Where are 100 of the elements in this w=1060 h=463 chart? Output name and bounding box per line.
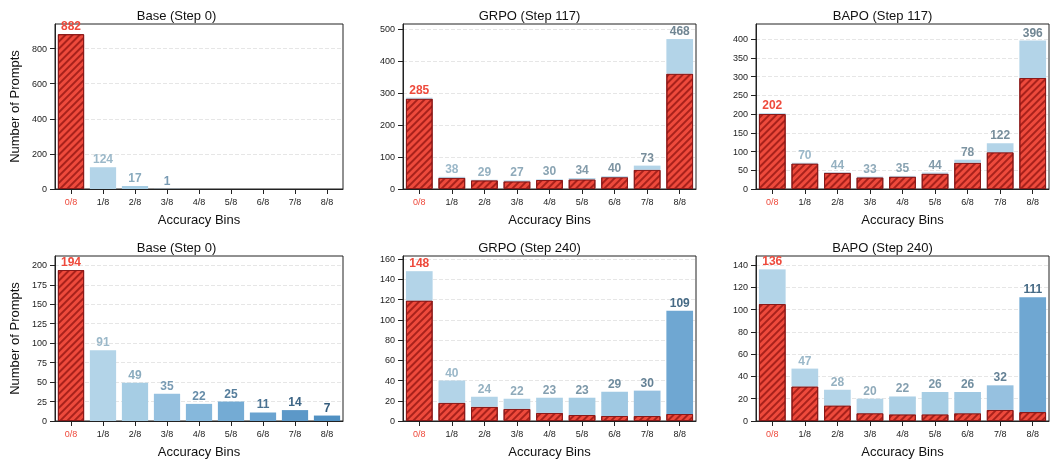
x-tick-label: 7/8 — [640, 196, 654, 207]
total-label: 40 — [607, 161, 622, 176]
y-axis-title: Number of Prompts — [7, 281, 22, 395]
total-label: 20 — [863, 383, 877, 398]
y-tick-label: 0 — [389, 184, 395, 194]
total-label: 35 — [895, 160, 910, 175]
x-tick-label: 8/8 — [673, 196, 686, 207]
bar — [503, 398, 531, 409]
y-tick-label: 400 — [31, 113, 47, 124]
x-tick-label: 6/8 — [608, 428, 621, 439]
y-tick-label: 40 — [737, 371, 748, 382]
x-tick-label: 4/8 — [543, 428, 556, 439]
y-tick-label: 60 — [737, 349, 748, 360]
y-tick-label: 500 — [379, 23, 395, 34]
total-label: 27 — [510, 165, 524, 180]
x-tick-label: 8/8 — [1026, 196, 1039, 207]
y-tick-label: 0 — [389, 416, 395, 426]
bar — [568, 397, 596, 415]
y-tick-label: 20 — [384, 395, 395, 406]
y-tick-label: 400 — [379, 55, 395, 66]
y-tick-label: 160 — [379, 254, 395, 265]
y-tick-label: 125 — [31, 318, 47, 329]
total-label: 49 — [128, 367, 142, 382]
y-tick-label: 150 — [31, 299, 47, 310]
x-tick-label: 0/8 — [413, 196, 426, 207]
chart-title: BAPO (Step 117) — [832, 8, 933, 23]
total-label: 148 — [409, 256, 430, 271]
x-tick-label: 1/8 — [798, 428, 812, 439]
y-tick-label: 0 — [742, 416, 748, 426]
x-tick-label: 7/8 — [993, 196, 1007, 207]
x-tick-label: 6/8 — [961, 196, 974, 207]
x-tick-label: 6/8 — [256, 196, 270, 207]
bar — [791, 368, 819, 387]
x-tick-label: 1/8 — [445, 428, 459, 439]
y-tick-label: 200 — [732, 109, 748, 119]
x-tick-label: 8/8 — [320, 196, 334, 207]
x-tick-label: 3/8 — [863, 428, 877, 439]
x-tick-label: 4/8 — [896, 428, 909, 439]
bar — [121, 186, 149, 189]
x-tick-label: 7/8 — [288, 428, 302, 439]
bar — [633, 390, 661, 416]
x-tick-label: 8/8 — [673, 428, 686, 439]
bar — [633, 165, 661, 170]
total-label: 29 — [607, 376, 622, 391]
total-label: 124 — [92, 152, 114, 167]
x-tick-label: 7/8 — [288, 196, 302, 207]
x-tick-label: 3/8 — [160, 196, 174, 207]
x-tick-label: 0/8 — [64, 428, 78, 439]
bar — [601, 391, 628, 416]
x-tick-label: 0/8 — [766, 428, 779, 439]
total-label: 22 — [510, 383, 524, 398]
bar — [921, 392, 949, 415]
bar — [249, 412, 277, 421]
total-label: 38 — [445, 161, 459, 176]
y-tick-label: 120 — [379, 294, 395, 305]
total-label: 285 — [409, 82, 430, 97]
y-tick-label: 100 — [31, 338, 47, 349]
x-axis-title: Accuracy Bins — [508, 212, 592, 227]
y-tick-label: 0 — [742, 184, 748, 194]
x-axis-title: Accuracy Bins — [157, 212, 241, 227]
y-tick-label: 350 — [732, 52, 748, 63]
x-tick-label: 1/8 — [445, 196, 459, 207]
total-label: 91 — [96, 335, 110, 350]
bar — [281, 410, 309, 421]
x-axis-title: Accuracy Bins — [157, 444, 241, 459]
y-tick-label: 80 — [737, 326, 748, 337]
total-label: 24 — [477, 381, 492, 396]
chart-title: GRPO (Step 240) — [478, 240, 581, 255]
x-tick-label: 3/8 — [160, 428, 174, 439]
bar — [185, 403, 213, 421]
x-tick-label: 8/8 — [320, 428, 334, 439]
y-tick-label: 75 — [36, 357, 47, 368]
y-tick-label: 100 — [379, 314, 395, 325]
bar — [217, 401, 245, 421]
bar — [1019, 40, 1047, 78]
bar — [889, 396, 916, 415]
x-tick-label: 5/8 — [575, 196, 589, 207]
bar — [666, 310, 694, 414]
bar — [856, 398, 884, 414]
total-label: 25 — [224, 386, 238, 401]
bar — [536, 397, 563, 413]
chart-title: GRPO (Step 117) — [478, 8, 581, 23]
x-tick-label: 4/8 — [192, 196, 206, 207]
y-tick-label: 25 — [36, 396, 47, 407]
y-tick-label: 0 — [41, 184, 47, 194]
y-tick-label: 800 — [31, 43, 47, 54]
x-tick-label: 3/8 — [510, 196, 524, 207]
x-tick-label: 0/8 — [64, 196, 78, 207]
total-label: 78 — [960, 144, 975, 159]
bar — [471, 396, 498, 407]
bar — [405, 271, 433, 301]
x-tick-label: 5/8 — [575, 428, 589, 439]
total-label: 468 — [669, 24, 691, 39]
bar — [666, 39, 694, 74]
total-label: 26 — [928, 377, 943, 392]
total-label: 1 — [163, 173, 171, 188]
bar — [986, 385, 1014, 410]
x-tick-label: 7/8 — [993, 428, 1007, 439]
y-tick-label: 80 — [384, 335, 395, 346]
total-label: 28 — [830, 374, 845, 389]
